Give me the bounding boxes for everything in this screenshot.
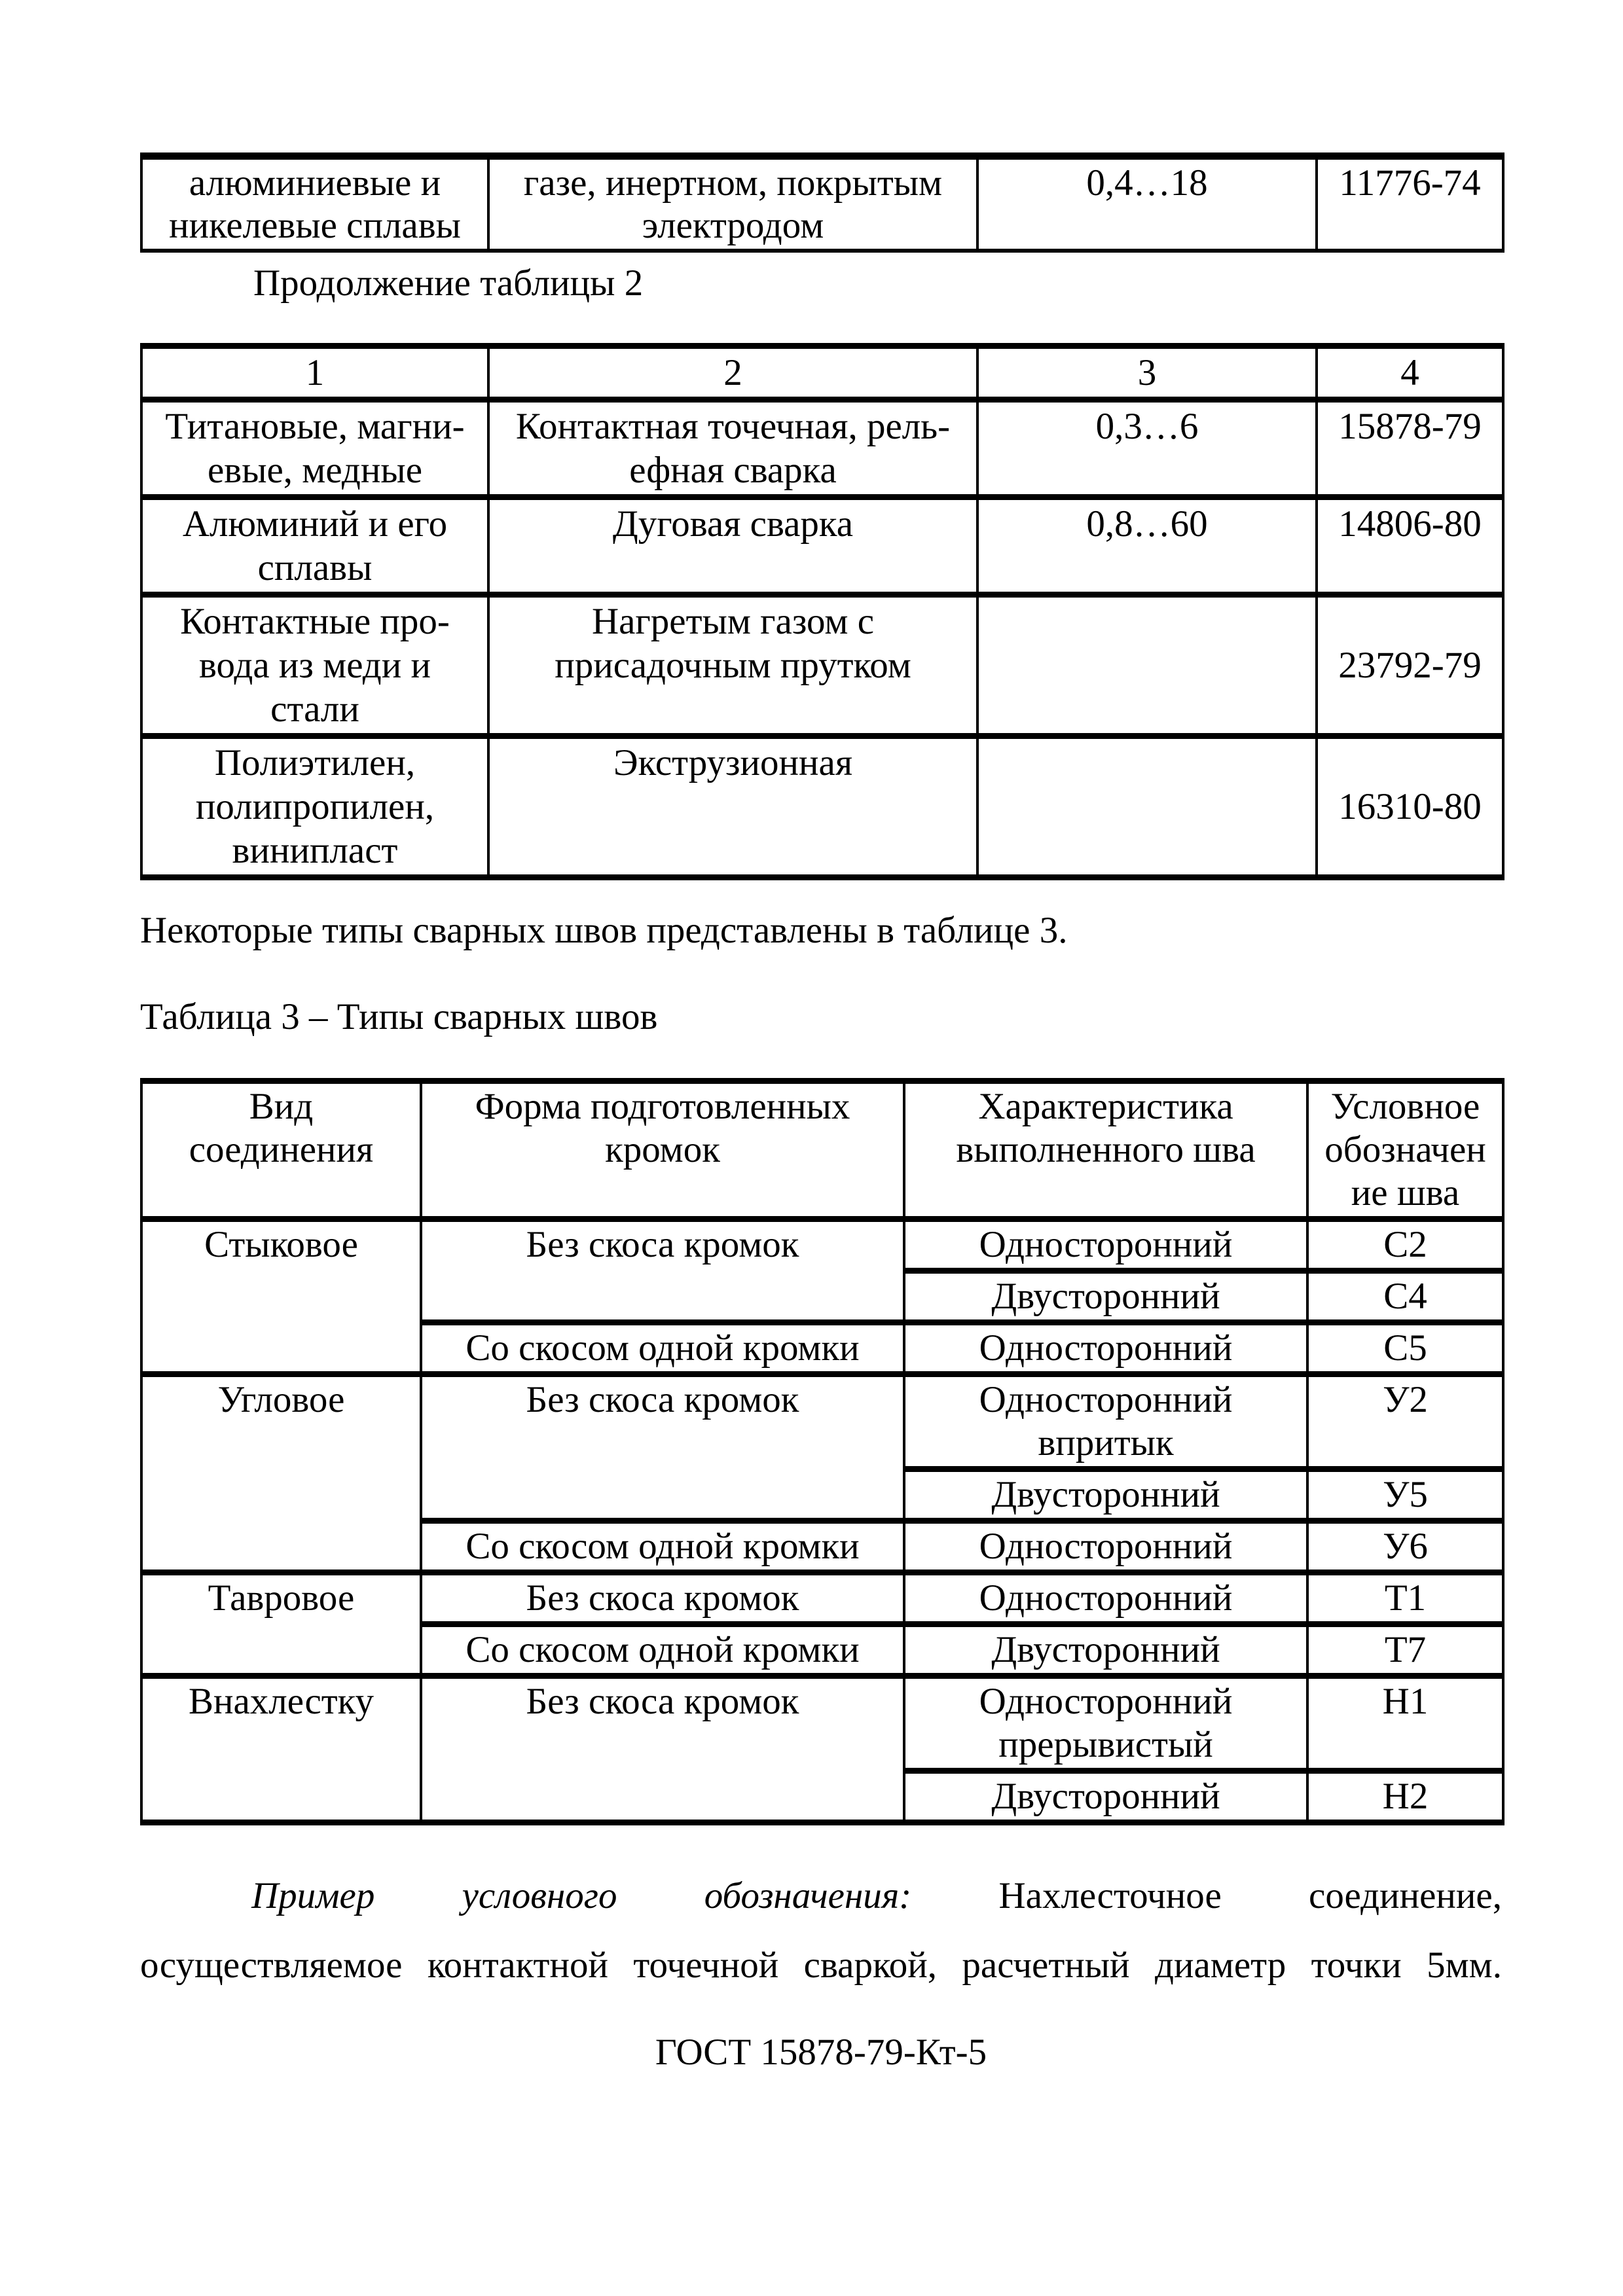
table3-weld-seam-types: Вид соединения Форма подготовленных кромо… bbox=[140, 1078, 1504, 1825]
table-cell: Односторонний впритык bbox=[903, 1371, 1309, 1472]
table-cell: 11776-74 bbox=[1315, 152, 1504, 253]
table-cell: Без скоса кромок bbox=[420, 1216, 905, 1325]
table-row: Двусторонний Н2 bbox=[141, 1768, 1504, 1825]
table-cell: Угловое bbox=[140, 1371, 422, 1575]
table-row: Полиэтилен, полипропилен, винипласт Экстр… bbox=[140, 733, 1504, 880]
table-row: Титановые, магни- евые, медные Контактная… bbox=[140, 397, 1504, 500]
table-cell: У2 bbox=[1306, 1371, 1504, 1472]
table-header-cell: 2 bbox=[487, 343, 979, 403]
document-content: алюминиевые и никелевые сплавы газе, инер… bbox=[140, 0, 1504, 2076]
example-paragraph-word: условного bbox=[462, 1875, 617, 1916]
table-cell: С5 bbox=[1306, 1319, 1504, 1377]
table-cell: 0,4…18 bbox=[976, 152, 1318, 253]
table-header-cell: Характеристика выполненного шва bbox=[903, 1078, 1309, 1222]
table-cell: Двусторонний bbox=[903, 1621, 1309, 1679]
table-cell: Тавровое bbox=[140, 1570, 422, 1679]
table-cell: Без скоса кромок bbox=[420, 1371, 905, 1524]
table-header-cell: 3 bbox=[976, 343, 1318, 403]
table-header-cell: Условное обозначен ие шва bbox=[1306, 1078, 1504, 1222]
intro-paragraph: Некоторые типы сварных швов представлены… bbox=[140, 910, 1068, 951]
table-cell: Стыковое bbox=[140, 1216, 422, 1377]
table-cell: Т1 bbox=[1306, 1570, 1504, 1627]
table-cell: Т7 bbox=[1306, 1621, 1504, 1679]
table-cell: 16310-80 bbox=[1315, 733, 1504, 880]
table-row: Со скосом одной кромки Односторонний У6 bbox=[141, 1518, 1504, 1575]
table-header-cell: 1 bbox=[140, 343, 490, 403]
table-row: Угловое Без скоса кромок Односторонний впр… bbox=[140, 1371, 1504, 1575]
table-cell: 0,3…6 bbox=[976, 397, 1318, 500]
table2-continued: 1 2 3 4 Титановые, магни- евые, медные Контак… bbox=[140, 343, 1504, 880]
table-row: Со скосом одной кромки Двусторонний Т7 bbox=[141, 1621, 1504, 1679]
table-cell: Со скосом одной кромки bbox=[420, 1319, 905, 1377]
table-row: алюминиевые и никелевые сплавы газе, инер… bbox=[140, 152, 1504, 253]
table-cell: Алюминий и его сплавы bbox=[140, 494, 490, 598]
table-header-cell: Форма подготовленных кромок bbox=[420, 1078, 905, 1222]
example-paragraph: Пример условного обозначения: Нахлесточное с… bbox=[140, 1861, 1502, 2000]
table-cell: Без скоса кромок bbox=[420, 1673, 905, 1825]
table-cell: Односторонний прерывистый bbox=[903, 1673, 1309, 1774]
table-header-cell: Вид соединения bbox=[140, 1078, 422, 1222]
table-header-cell: 4 bbox=[1315, 343, 1504, 403]
table-cell: Односторонний bbox=[903, 1570, 1309, 1627]
table-cell: Односторонний bbox=[903, 1216, 1309, 1274]
example-paragraph-line1: Пример условного обозначения: Нахлесточное с… bbox=[140, 1861, 1502, 1931]
table-row: Двусторонний С4 bbox=[141, 1268, 1504, 1325]
table-cell: Без скоса кромок bbox=[420, 1570, 905, 1627]
table-cell: 15878-79 bbox=[1315, 397, 1504, 500]
table-cell: С4 bbox=[1306, 1268, 1504, 1325]
example-paragraph-word: Пример bbox=[251, 1875, 375, 1916]
table-cell: Двусторонний bbox=[903, 1768, 1309, 1825]
table-cell: Со скосом одной кромки bbox=[420, 1621, 905, 1679]
table-cell bbox=[976, 592, 1318, 739]
table-cell: алюминиевые и никелевые сплавы bbox=[140, 152, 490, 253]
table-cell bbox=[976, 733, 1318, 880]
example-paragraph-line2: осуществляемое контактной точечной сварк… bbox=[140, 1945, 1502, 1986]
example-paragraph-word: Нахлесточное bbox=[998, 1875, 1222, 1916]
table2-fragment: алюминиевые и никелевые сплавы газе, инер… bbox=[140, 152, 1504, 253]
table-cell: Н1 bbox=[1306, 1673, 1504, 1774]
table-cell: У5 bbox=[1306, 1466, 1504, 1524]
table-cell: Нагретым газом с присадочным прутком bbox=[487, 592, 979, 739]
table-cell: С2 bbox=[1306, 1216, 1504, 1274]
table-cell: Двусторонний bbox=[903, 1466, 1309, 1524]
table-row: Тавровое Без скоса кромок Односторонний Т1 bbox=[140, 1570, 1504, 1679]
table-cell: 23792-79 bbox=[1315, 592, 1504, 739]
table-cell: Внахлестку bbox=[140, 1673, 422, 1825]
table-cell: Односторонний bbox=[903, 1319, 1309, 1377]
example-paragraph-word: обозначения: bbox=[704, 1875, 912, 1916]
table-cell: Н2 bbox=[1306, 1768, 1504, 1825]
table-row: Внахлестку Без скоса кромок Односторонний … bbox=[140, 1673, 1504, 1825]
table-cell: Односторонний bbox=[903, 1518, 1309, 1575]
table-row: Двусторонний У5 bbox=[141, 1466, 1504, 1524]
table-cell: 0,8…60 bbox=[976, 494, 1318, 598]
gost-designation: ГОСТ 15878-79-Кт-5 bbox=[655, 2032, 987, 2073]
table-cell: газе, инертном, покрытым электродом bbox=[487, 152, 979, 253]
table-cell: Титановые, магни- евые, медные bbox=[140, 397, 490, 500]
table-row: Контактные про- вода из меди и стали Нагр… bbox=[140, 592, 1504, 739]
example-paragraph-word: соединение, bbox=[1309, 1875, 1502, 1916]
table-header-row: Вид соединения Форма подготовленных кромо… bbox=[140, 1078, 1504, 1222]
table-cell: Контактная точечная, рель- ефная сварка bbox=[487, 397, 979, 500]
table-row: Алюминий и его сплавы Дуговая сварка 0,8…6… bbox=[140, 494, 1504, 598]
table-row: Стыковое Без скоса кромок Односторонний С2 bbox=[140, 1216, 1504, 1377]
table-cell: Контактные про- вода из меди и стали bbox=[140, 592, 490, 739]
table-cell: У6 bbox=[1306, 1518, 1504, 1575]
table-cell: Дуговая сварка bbox=[487, 494, 979, 598]
table2-continuation-label: Продолжение таблицы 2 bbox=[253, 262, 644, 304]
table-cell: Экструзионная bbox=[487, 733, 979, 880]
table-row: Со скосом одной кромки Односторонний С5 bbox=[141, 1319, 1504, 1377]
table-cell: 14806-80 bbox=[1315, 494, 1504, 598]
table3-caption: Таблица 3 – Типы сварных швов bbox=[140, 996, 658, 1037]
table-cell: Двусторонний bbox=[903, 1268, 1309, 1325]
table-cell: Полиэтилен, полипропилен, винипласт bbox=[140, 733, 490, 880]
table-cell: Со скосом одной кромки bbox=[420, 1518, 905, 1575]
